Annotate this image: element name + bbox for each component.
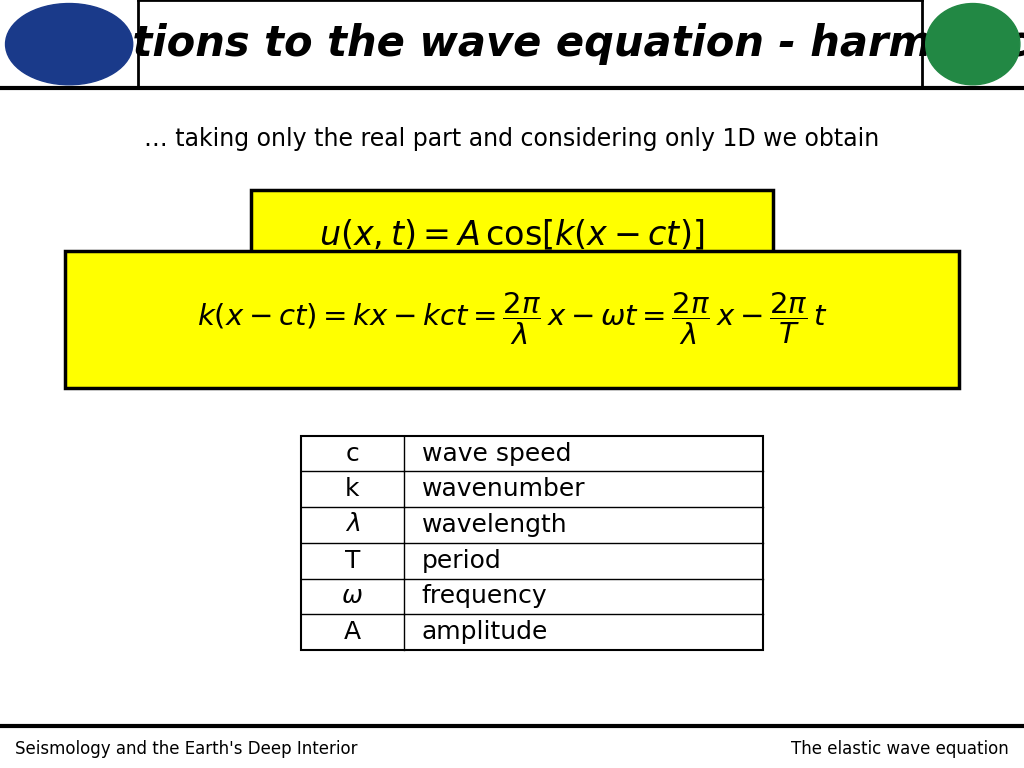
Text: frequency: frequency — [422, 584, 547, 608]
Circle shape — [5, 4, 133, 84]
Text: T: T — [344, 548, 360, 573]
Text: $\lambda$: $\lambda$ — [345, 514, 359, 537]
Text: Seismology and the Earth's Deep Interior: Seismology and the Earth's Deep Interior — [15, 740, 357, 758]
Text: c: c — [345, 442, 359, 465]
FancyBboxPatch shape — [301, 435, 763, 650]
FancyBboxPatch shape — [65, 251, 959, 388]
Text: period: period — [422, 548, 502, 573]
Circle shape — [926, 4, 1020, 84]
Text: $k(x-ct) = kx - kct = \dfrac{2\pi}{\lambda}\,x - \omega t = \dfrac{2\pi}{\lambda: $k(x-ct) = kx - kct = \dfrac{2\pi}{\lamb… — [197, 291, 827, 347]
Text: $u(x,t) = A\,\mathrm{cos}[k(x-ct)]$: $u(x,t) = A\,\mathrm{cos}[k(x-ct)]$ — [319, 218, 705, 252]
Text: k: k — [345, 477, 359, 502]
Text: … taking only the real part and considering only 1D we obtain: … taking only the real part and consider… — [144, 127, 880, 151]
Text: amplitude: amplitude — [422, 620, 548, 644]
Text: $\omega$: $\omega$ — [341, 585, 364, 607]
Text: wavelength: wavelength — [422, 513, 567, 537]
Text: wavenumber: wavenumber — [422, 477, 585, 502]
FancyBboxPatch shape — [252, 190, 772, 280]
Text: Solutions to the wave equation - harmonic: Solutions to the wave equation - harmoni… — [31, 23, 1024, 65]
Text: The elastic wave equation: The elastic wave equation — [791, 740, 1009, 758]
Text: wave speed: wave speed — [422, 442, 571, 465]
Text: A: A — [344, 620, 360, 644]
